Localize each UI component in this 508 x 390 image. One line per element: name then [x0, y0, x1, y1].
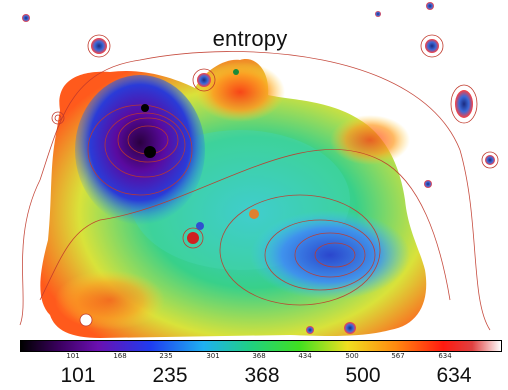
tick-label: 368 — [252, 352, 266, 360]
tick-label: 567 — [391, 352, 405, 360]
colorbar — [20, 340, 502, 352]
map-title: entropy — [212, 26, 288, 51]
tick-label: 500 — [345, 364, 381, 387]
tick-label: 634 — [436, 364, 472, 387]
tick-label: 301 — [206, 352, 220, 360]
tick-label: 235 — [159, 352, 173, 360]
tick-label: 434 — [298, 352, 312, 360]
tick-label: 634 — [438, 352, 452, 360]
colorbar-minor-ticks: 101 168 235 301 368 434 500 567 634 — [0, 352, 508, 366]
entropy-map — [19, 2, 499, 338]
entropy-image — [19, 2, 499, 338]
tick-label: 101 — [60, 364, 96, 387]
colorbar-major-ticks: 101 235 368 500 634 — [0, 364, 508, 390]
tick-label: 235 — [152, 364, 188, 387]
contour-lines — [19, 51, 491, 331]
tick-label: 500 — [345, 352, 359, 360]
tick-label: 368 — [244, 364, 280, 387]
tick-label: 168 — [113, 352, 127, 360]
tick-label: 101 — [66, 352, 80, 360]
point-sources — [22, 2, 499, 334]
